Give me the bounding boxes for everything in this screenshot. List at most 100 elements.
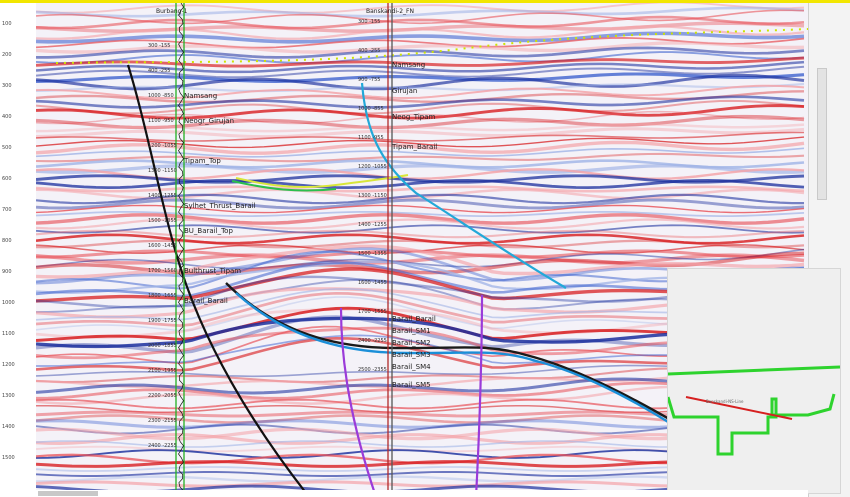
formation-label: Bulthrust_Tipam (184, 267, 241, 275)
map-boundary-line (667, 365, 841, 376)
well-header-right: Banskandi-2_FN (366, 8, 414, 15)
seismic-reflector (36, 95, 805, 109)
seismic-reflector (36, 229, 805, 239)
formation-label: Girujan (392, 87, 417, 95)
fault-line-purple[interactable] (474, 294, 484, 497)
well-header-left: Burbang-1 (156, 8, 188, 15)
well-depth-label: 1300 -1150 (148, 168, 177, 174)
time-tick-label: 1400 (2, 424, 15, 430)
well-depth-label: 1000 -855 (358, 106, 384, 112)
time-tick-label: 100 (2, 21, 12, 27)
seismic-reflector (36, 37, 805, 49)
well-depth-label: 1200 -1055 (358, 164, 387, 170)
selection-highlight (0, 0, 850, 3)
seismic-reflector (36, 131, 804, 142)
well-depth-label: 1600 -1455 (148, 243, 177, 249)
well-depth-label: 1200 -1055 (148, 143, 177, 149)
formation-label: Barail_SM4 (392, 363, 431, 371)
horizon-pick[interactable] (235, 174, 409, 189)
formation-label: Neog_Tipam (392, 113, 436, 121)
seismic-reflector (36, 127, 805, 139)
time-tick-label: 900 (2, 269, 12, 275)
seismic-reflector (36, 104, 805, 120)
seismic-reflector (36, 6, 805, 18)
seismic-reflector (36, 147, 805, 158)
time-tick-label: 700 (2, 207, 12, 213)
well-depth-label: 1400 -1255 (358, 222, 387, 228)
well-depth-label: 300 -155 (358, 19, 380, 25)
seismic-reflector (36, 239, 805, 249)
well-depth-label: 400 -255 (148, 68, 170, 74)
well-log-curve (178, 3, 184, 492)
well-depth-label: 1500 -1355 (358, 251, 387, 257)
seismic-reflector (36, 56, 805, 68)
seismic-reflector (36, 60, 805, 74)
well-depth-label: 2200 -2055 (148, 393, 177, 399)
well-depth-label: 1800 -1655 (148, 293, 177, 299)
seismic-reflector (36, 25, 805, 40)
formation-label: BU_Barail_Top (184, 227, 233, 235)
seismic-reflector (36, 3, 805, 14)
seismic-reflector (36, 110, 805, 125)
formation-label: Barail_SM5 (392, 381, 431, 389)
formation-label: Neogr_Girujan (184, 117, 234, 125)
well-depth-label: 2100 -1955 (148, 368, 177, 374)
well-depth-label: 900 -755 (358, 77, 380, 83)
h-scrollbar-thumb[interactable] (38, 491, 98, 496)
seismic-reflector (36, 244, 805, 279)
seismic-reflector (36, 233, 805, 245)
well-depth-label: 1000 -850 (148, 93, 174, 99)
scrollbar-thumb[interactable] (817, 68, 827, 200)
fault-line-purple[interactable] (339, 307, 378, 497)
time-tick-label: 1200 (2, 362, 15, 368)
formation-label: Sylhet_Thrust_Barail (184, 202, 256, 210)
horizon-pick[interactable] (225, 282, 677, 425)
well-depth-label: 1300 -1150 (358, 193, 387, 199)
seismic-reflector (36, 114, 805, 130)
well-depth-label: 1400 -1255 (148, 193, 177, 199)
seismic-reflector (36, 99, 805, 115)
map-caption: Banskandi-NS-Line (706, 399, 744, 404)
time-tick-label: 1000 (2, 300, 15, 306)
seismic-reflector (36, 41, 805, 54)
seismic-reflector (36, 51, 805, 64)
fault-line-black[interactable] (126, 64, 307, 494)
time-tick-label: 800 (2, 238, 12, 244)
seismic-reflector (36, 82, 805, 93)
time-tick-label: 1300 (2, 393, 15, 399)
formation-label: Barail_Barail (392, 315, 436, 323)
seismic-reflector (36, 9, 805, 25)
map-outline (666, 393, 836, 456)
seismic-reflector (36, 90, 805, 104)
formation-label: Namsang (392, 61, 425, 69)
time-tick-label: 200 (2, 52, 12, 58)
time-tick-label: 400 (2, 114, 12, 120)
well-depth-label: 2400 -2255 (358, 338, 387, 344)
seismic-reflector (36, 213, 805, 225)
formation-label: Namsang (184, 92, 217, 100)
formation-label: Barail_SM1 (392, 327, 431, 335)
fault-line-cyan[interactable] (360, 82, 567, 289)
time-tick-label: 300 (2, 83, 12, 89)
well-depth-label: 2400 -2255 (148, 443, 177, 449)
seismic-reflector (36, 31, 805, 44)
seismic-reflector (36, 65, 805, 79)
seismic-reflector (36, 185, 805, 193)
formation-label: Barail_SM2 (392, 339, 431, 347)
seismic-reflector (36, 72, 805, 83)
seismic-reflector (36, 253, 805, 265)
formation-label: Tipam_Top (183, 157, 221, 165)
well-depth-label: 1700 -1560 (148, 268, 177, 274)
horizontal-scrollbar[interactable] (36, 490, 808, 497)
seismic-reflector (36, 46, 805, 59)
time-tick-label: 1500 (2, 455, 15, 461)
horizon-pick[interactable] (231, 180, 337, 192)
seismic-reflector (36, 218, 805, 230)
well-depth-label: 2000 -1855 (148, 343, 177, 349)
horizon-pick[interactable] (235, 292, 677, 429)
well-depth-label: 1700 -1555 (358, 309, 387, 315)
seismic-reflector (36, 73, 805, 91)
well-depth-label: 400 -255 (358, 48, 380, 54)
time-axis: 100 200 300 400 500 600 700 800 900 1000 1100 1200 1… (0, 3, 37, 497)
